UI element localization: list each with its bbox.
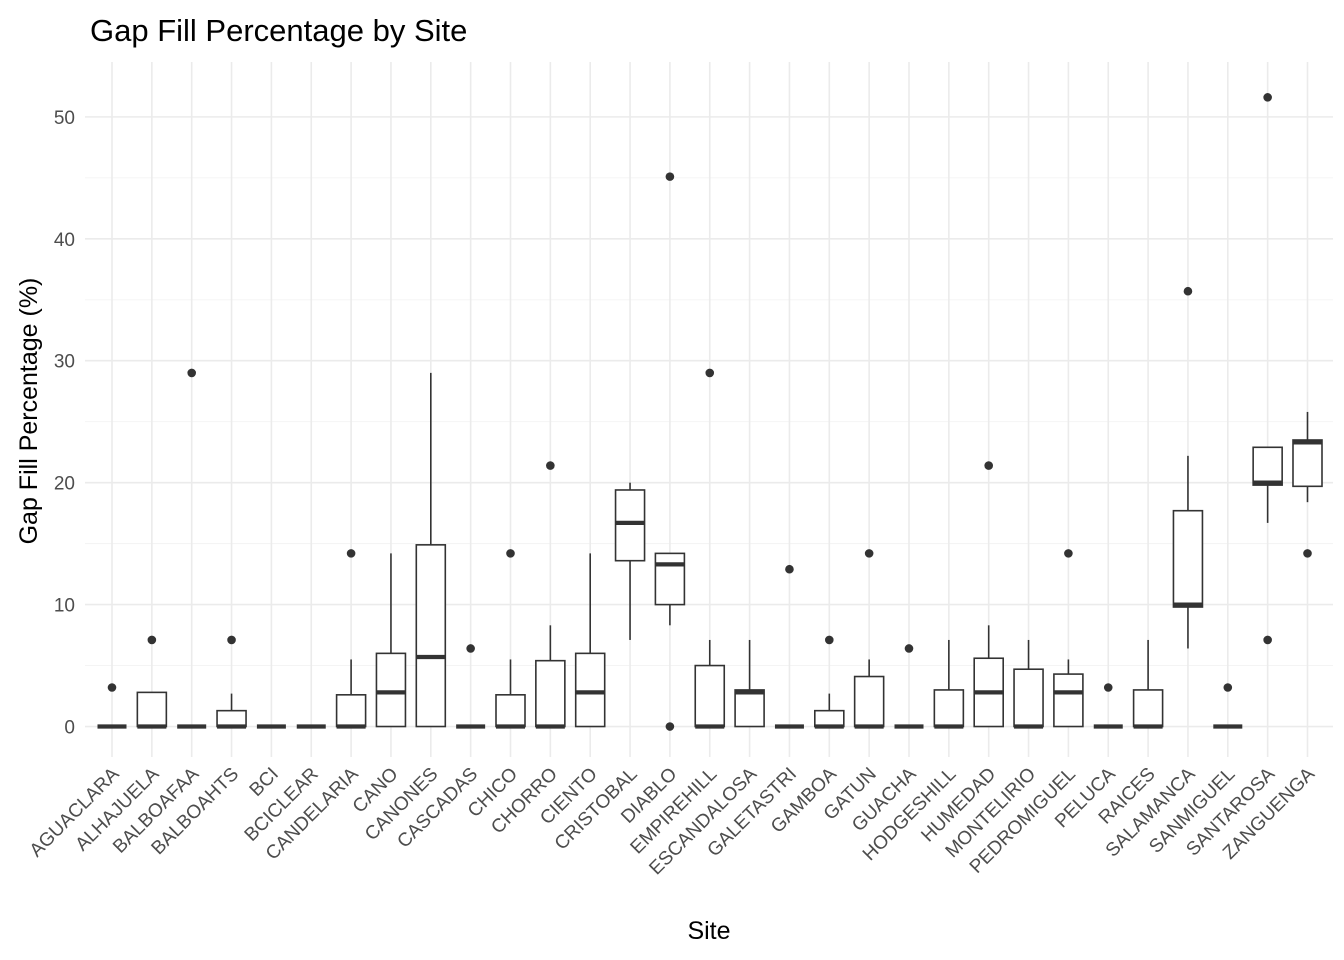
box-body bbox=[813, 709, 845, 728]
box-escandalosa bbox=[734, 639, 765, 728]
outlier-point bbox=[1183, 286, 1193, 296]
box-candelaria bbox=[335, 549, 367, 729]
box-empirehill bbox=[694, 368, 726, 729]
outlier-point bbox=[546, 461, 555, 470]
y-tick-label: 30 bbox=[54, 352, 75, 373]
box-body bbox=[335, 694, 367, 728]
box-gatun bbox=[853, 549, 885, 729]
box-galetastri bbox=[774, 564, 804, 729]
outlier-point bbox=[187, 368, 196, 378]
box-chorro bbox=[535, 461, 566, 729]
y-tick-label: 0 bbox=[64, 718, 75, 739]
outlier-point bbox=[825, 635, 834, 645]
box-salamanca bbox=[1172, 286, 1204, 649]
box-body bbox=[1013, 668, 1044, 728]
outlier-point bbox=[785, 564, 794, 574]
box-canones bbox=[415, 372, 447, 728]
box-peluca bbox=[1093, 683, 1123, 729]
box-pedromiguel bbox=[1053, 549, 1084, 728]
box-body bbox=[933, 689, 965, 728]
outlier-point bbox=[466, 644, 475, 653]
chart-title: Gap Fill Percentage by Site bbox=[90, 13, 467, 48]
box-body bbox=[535, 659, 566, 728]
box-body bbox=[853, 675, 885, 728]
outlier-point bbox=[705, 368, 715, 378]
box-montelirio bbox=[1013, 639, 1044, 729]
outlier-point bbox=[864, 549, 874, 558]
y-tick-label: 10 bbox=[54, 596, 75, 617]
y-tick-label: 40 bbox=[54, 230, 75, 251]
outlier-point bbox=[665, 172, 675, 181]
outlier-point bbox=[1263, 635, 1272, 645]
x-axis-title: Site bbox=[687, 917, 730, 945]
box-guacha bbox=[894, 644, 924, 729]
box-body bbox=[694, 664, 726, 728]
box-chico bbox=[495, 549, 526, 729]
outlier-point bbox=[346, 549, 356, 558]
box-body bbox=[495, 694, 526, 728]
box-body bbox=[1252, 446, 1283, 486]
box-body bbox=[1132, 689, 1164, 728]
outlier-point bbox=[1064, 549, 1073, 558]
box-body bbox=[415, 544, 447, 728]
box-cascadas bbox=[456, 644, 486, 729]
box-humedad bbox=[973, 461, 1005, 728]
y-tick-label: 50 bbox=[54, 108, 75, 129]
box-zanguenga bbox=[1292, 411, 1323, 558]
y-axis-ticks: 0 10 20 30 40 50 bbox=[54, 108, 75, 739]
box-balboahts bbox=[216, 635, 247, 729]
box-sanmiguel bbox=[1213, 683, 1243, 729]
box-cano bbox=[375, 553, 407, 728]
box-body bbox=[574, 652, 606, 728]
box-body bbox=[1292, 439, 1323, 488]
outlier-point bbox=[1263, 93, 1272, 102]
box-santarosa bbox=[1252, 93, 1283, 645]
box-balboafaa bbox=[177, 368, 207, 729]
box-alhajuela bbox=[136, 635, 168, 729]
box-body bbox=[734, 689, 765, 728]
outlier-point bbox=[506, 549, 515, 558]
y-axis-title: Gap Fill Percentage (%) bbox=[15, 278, 43, 545]
box-body bbox=[375, 652, 407, 728]
box-hodgeshill bbox=[933, 639, 965, 729]
outlier-point bbox=[227, 635, 236, 645]
box-ciento bbox=[574, 553, 606, 728]
box-body bbox=[136, 691, 168, 728]
box-body bbox=[654, 552, 686, 606]
box-aguaclara bbox=[97, 683, 127, 729]
box-body bbox=[614, 489, 646, 562]
outlier-point bbox=[904, 644, 914, 653]
box-body bbox=[216, 709, 247, 728]
box-cristobal bbox=[614, 482, 646, 640]
box-gamboa bbox=[813, 635, 845, 729]
box-diablo bbox=[654, 172, 686, 731]
outlier-point bbox=[107, 683, 117, 692]
outlier-point bbox=[665, 722, 675, 731]
boxes bbox=[97, 93, 1323, 731]
outlier-point bbox=[1303, 549, 1312, 558]
outlier-point bbox=[1103, 683, 1113, 692]
box-raices bbox=[1132, 639, 1164, 729]
y-tick-label: 20 bbox=[54, 474, 75, 495]
outlier-point bbox=[147, 635, 157, 645]
box-body bbox=[1172, 509, 1204, 608]
outlier-point bbox=[1223, 683, 1233, 692]
box-body bbox=[1053, 673, 1084, 728]
outlier-point bbox=[984, 461, 993, 470]
